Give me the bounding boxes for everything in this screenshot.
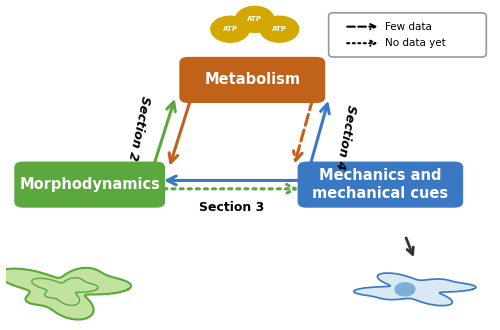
Circle shape xyxy=(212,17,249,42)
Polygon shape xyxy=(0,268,131,319)
Text: Few data: Few data xyxy=(386,22,432,32)
FancyBboxPatch shape xyxy=(14,162,165,208)
Text: Metabolism: Metabolism xyxy=(204,72,300,87)
Text: Section 3: Section 3 xyxy=(198,201,264,214)
Circle shape xyxy=(236,7,274,32)
Text: Mechanics and
mechanical cues: Mechanics and mechanical cues xyxy=(312,168,448,201)
FancyBboxPatch shape xyxy=(180,57,325,103)
Text: Morphodynamics: Morphodynamics xyxy=(20,177,160,192)
Text: ATP: ATP xyxy=(247,16,262,22)
Text: ATP: ATP xyxy=(272,26,287,32)
Text: Section 4: Section 4 xyxy=(333,103,357,170)
FancyBboxPatch shape xyxy=(298,162,463,208)
Text: No data yet: No data yet xyxy=(386,38,446,48)
Circle shape xyxy=(260,17,298,42)
Circle shape xyxy=(395,283,415,296)
Text: ATP: ATP xyxy=(222,26,238,32)
Polygon shape xyxy=(354,273,476,306)
FancyBboxPatch shape xyxy=(328,13,486,57)
Text: Section 2: Section 2 xyxy=(126,94,152,161)
